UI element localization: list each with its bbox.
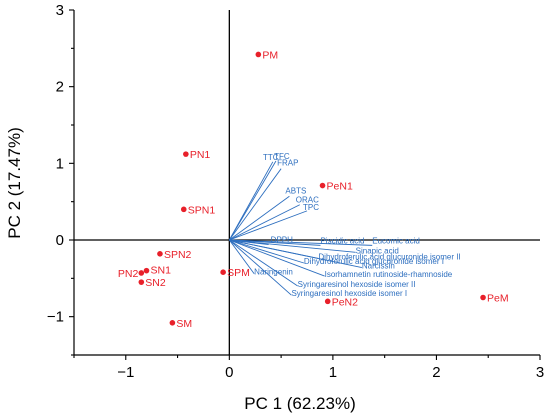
loading-label: Piscidic acid bbox=[320, 236, 364, 245]
x-axis-title: PC 1 (62.23%) bbox=[244, 394, 356, 413]
score-point bbox=[319, 182, 326, 189]
score-label: PeM bbox=[487, 293, 509, 305]
loading-vector bbox=[229, 239, 298, 287]
loading-label: DPPH bbox=[271, 236, 293, 245]
score-label: SN2 bbox=[145, 277, 166, 289]
loading-label: ORAC bbox=[296, 196, 319, 205]
score-point bbox=[183, 151, 189, 157]
loading-vector bbox=[229, 239, 325, 277]
score-point bbox=[480, 294, 486, 301]
loading-vector bbox=[229, 239, 292, 296]
loading-vector bbox=[229, 204, 300, 241]
loading-label: Syringaresinol hexoside isomer I bbox=[291, 289, 407, 298]
x-tick-label: 3 bbox=[536, 364, 544, 381]
score-label: SPM bbox=[227, 267, 250, 279]
score-label: PM bbox=[262, 49, 278, 61]
zero-lines bbox=[74, 10, 540, 355]
x-tick-label: 2 bbox=[432, 364, 440, 381]
loading-vector bbox=[229, 210, 308, 241]
loading-label: Naringenin bbox=[254, 268, 293, 277]
y-tick-label: −1 bbox=[47, 309, 64, 326]
loading-vector bbox=[228, 160, 277, 241]
score-label: SPN1 bbox=[188, 204, 216, 216]
loading-label: TPC bbox=[303, 203, 319, 212]
loading-vector bbox=[229, 239, 373, 246]
loading-label: FRAP bbox=[277, 159, 298, 168]
score-point bbox=[220, 269, 226, 276]
y-tick-label: 3 bbox=[56, 2, 64, 19]
score-point bbox=[169, 320, 176, 326]
score-label: PeN2 bbox=[332, 296, 358, 308]
x-tick-label: 1 bbox=[329, 364, 337, 381]
x-tick-label: −1 bbox=[117, 364, 134, 381]
loading-vector bbox=[228, 168, 282, 241]
loading-label: Dihydroferulic acid glucuronide isomer I bbox=[304, 257, 444, 266]
loading-label: Syringaresinol hexoside isomer II bbox=[298, 280, 416, 289]
loading-vector bbox=[229, 239, 305, 264]
loading-label: TTC bbox=[263, 153, 279, 162]
loading-vector bbox=[229, 195, 290, 241]
loading-vector bbox=[228, 239, 255, 275]
y-axis-title: PC 2 (17.47%) bbox=[5, 127, 24, 239]
score-label: SM bbox=[176, 318, 192, 330]
score-label: PeN1 bbox=[327, 181, 353, 193]
loading-label: Narcissin bbox=[362, 262, 395, 271]
score-point bbox=[180, 206, 187, 213]
x-tick-label: 0 bbox=[225, 364, 233, 381]
y-tick-label: 2 bbox=[56, 79, 64, 96]
plot-frame bbox=[73, 10, 540, 356]
loading-label: Sinapic acid bbox=[356, 246, 399, 255]
score-label: PN2 bbox=[118, 268, 139, 280]
loading-label: ABTS bbox=[285, 186, 306, 195]
score-label: SPN2 bbox=[164, 249, 192, 261]
score-label: SN1 bbox=[150, 265, 171, 277]
loading-label: Dihydroferulic acid glucuronide isomer I… bbox=[318, 252, 460, 261]
loading-vector bbox=[229, 239, 356, 253]
score-point bbox=[324, 298, 331, 305]
score-point bbox=[255, 51, 262, 58]
score-point bbox=[138, 279, 145, 285]
loading-label: Isorhamnetin rutinoside-rhamnoside bbox=[325, 270, 453, 279]
loading-label: TFC bbox=[274, 152, 290, 161]
score-point bbox=[157, 251, 163, 257]
loading-label: Eucomic acid bbox=[372, 236, 420, 245]
y-tick-label: 1 bbox=[56, 155, 64, 172]
score-point bbox=[138, 270, 145, 276]
score-point bbox=[143, 267, 150, 274]
axis-ticks: −1 0 1 2 3 −1 0 1 2 3 bbox=[47, 2, 544, 381]
y-tick-label: 0 bbox=[56, 232, 64, 249]
loading-vector bbox=[229, 239, 362, 269]
score-label: PN1 bbox=[190, 149, 211, 161]
